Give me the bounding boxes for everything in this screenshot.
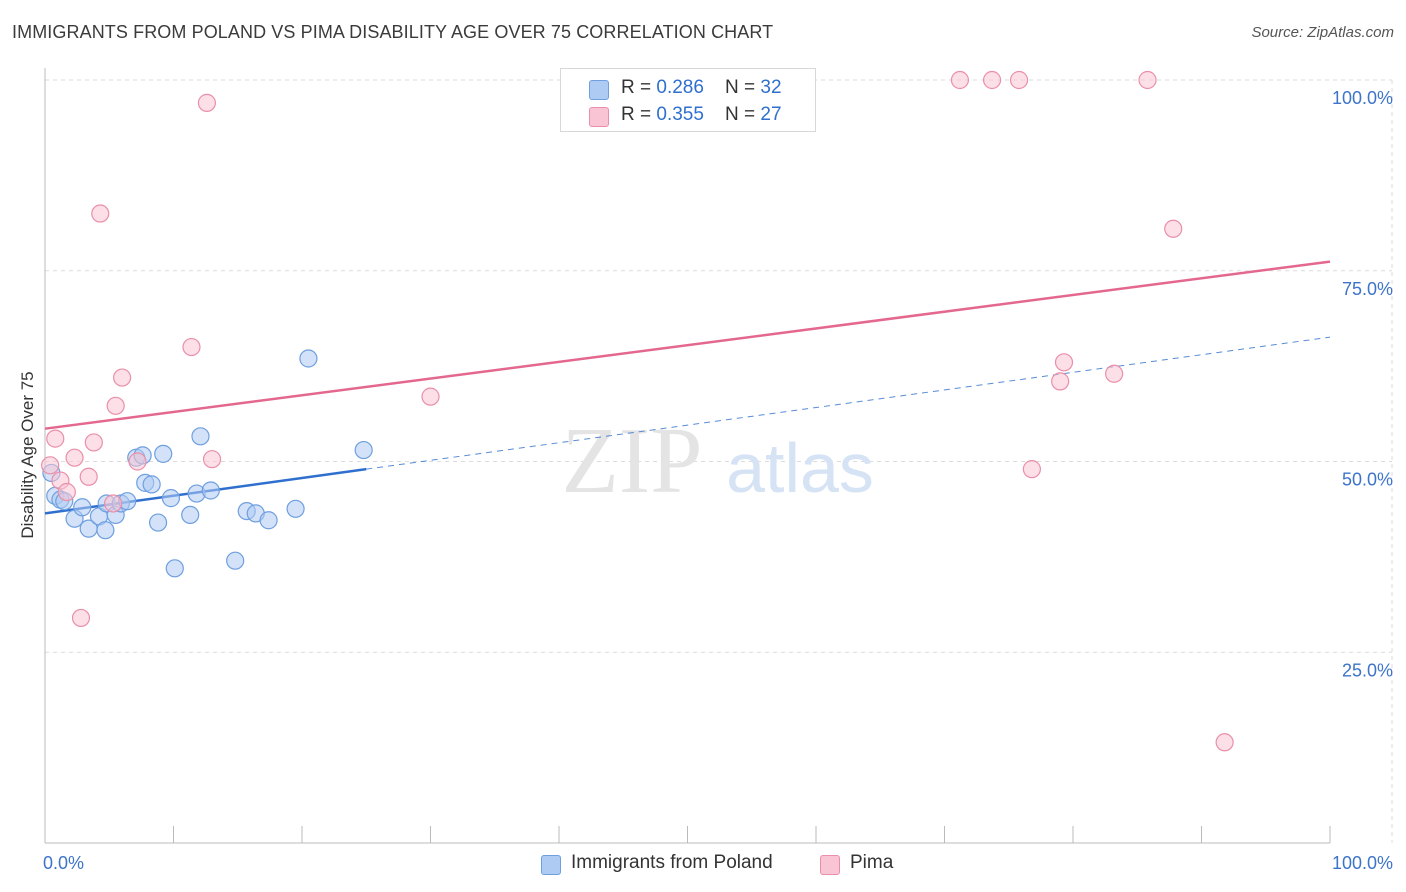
grid-lines (45, 79, 1393, 843)
data-point-pima (79, 467, 98, 486)
watermark-atlas: atlas (726, 429, 874, 507)
x-tick-label: 0.0% (43, 853, 84, 873)
correlation-legend: R = 0.286 N = 32 R = 0.355 N = 27 (560, 68, 816, 132)
data-point-poland (191, 427, 210, 446)
axes (44, 68, 1331, 844)
data-point-pima (1215, 733, 1234, 752)
data-point-pima (182, 337, 201, 357)
data-points (41, 70, 1234, 752)
legend-r-value: 0.286 (656, 77, 704, 98)
legend-swatch-poland (589, 80, 609, 100)
data-point-pima (71, 608, 91, 628)
y-tick-label: 75.0% (1342, 279, 1393, 299)
data-point-pima (112, 368, 132, 387)
data-point-poland (354, 440, 373, 460)
watermark-zip: ZIP (562, 409, 703, 513)
data-point-pima (950, 70, 970, 90)
bottom-legend-label-poland: Immigrants from Poland (571, 852, 773, 873)
data-point-pima (1164, 219, 1183, 238)
data-point-pima (982, 70, 1002, 90)
data-point-pima (65, 448, 84, 467)
data-point-pima (1022, 460, 1041, 479)
trend-line-dashed (366, 336, 1331, 470)
data-point-pima (1105, 364, 1124, 383)
data-point-pima (1138, 70, 1157, 90)
data-point-pima (197, 93, 217, 112)
source-credit: Source: ZipAtlas.com (1251, 24, 1394, 41)
data-point-pima (91, 204, 110, 223)
data-point-pima (1009, 70, 1029, 90)
data-point-pima (41, 456, 60, 475)
trend-line-solid (44, 260, 1331, 430)
data-point-poland (148, 513, 168, 532)
bottom-legend-swatch-poland (541, 855, 561, 875)
data-point-poland (226, 551, 245, 570)
data-point-poland (154, 444, 173, 463)
legend-r-label: R = (621, 77, 657, 98)
data-point-pima (128, 452, 147, 471)
data-point-poland (165, 559, 184, 578)
chart-title: IMMIGRANTS FROM POLAND VS PIMA DISABILIT… (12, 22, 774, 42)
legend-n-label: N = (725, 77, 761, 98)
y-tick-label: 50.0% (1342, 470, 1393, 490)
tick-labels: 25.0% 50.0% 75.0% 100.0% 0.0% 100.0% (43, 88, 1393, 873)
legend-r-value: 0.355 (656, 104, 704, 125)
y-axis-label: Disability Age Over 75 (18, 371, 37, 538)
y-tick-label: 100.0% (1332, 88, 1393, 108)
data-point-poland (299, 349, 318, 368)
data-point-poland (161, 489, 181, 508)
y-tick-label: 25.0% (1342, 660, 1393, 680)
legend-swatch-pima (589, 107, 609, 127)
data-point-poland (96, 521, 115, 540)
legend-n-label: N = (725, 104, 761, 125)
legend-n-value: 27 (760, 104, 782, 125)
data-point-poland (73, 498, 92, 517)
data-point-pima (57, 482, 76, 502)
bottom-legend-swatch-pima (820, 855, 840, 875)
data-point-pima (202, 450, 222, 469)
data-point-pima (421, 387, 440, 406)
data-point-pima (1054, 353, 1074, 372)
data-point-poland (142, 475, 161, 494)
data-point-pima (104, 494, 123, 513)
bottom-legend-label-pima: Pima (850, 852, 894, 873)
data-point-poland (201, 481, 220, 500)
data-point-poland (259, 511, 278, 530)
data-point-poland (286, 499, 305, 518)
data-point-pima (1051, 372, 1070, 391)
data-point-pima (106, 396, 125, 415)
data-point-pima (46, 429, 65, 448)
legend-n-value: 32 (760, 77, 782, 98)
legend-r-label: R = (621, 104, 657, 125)
data-point-poland (181, 505, 200, 525)
x-tick-label: 100.0% (1332, 853, 1393, 873)
data-point-pima (84, 433, 103, 452)
